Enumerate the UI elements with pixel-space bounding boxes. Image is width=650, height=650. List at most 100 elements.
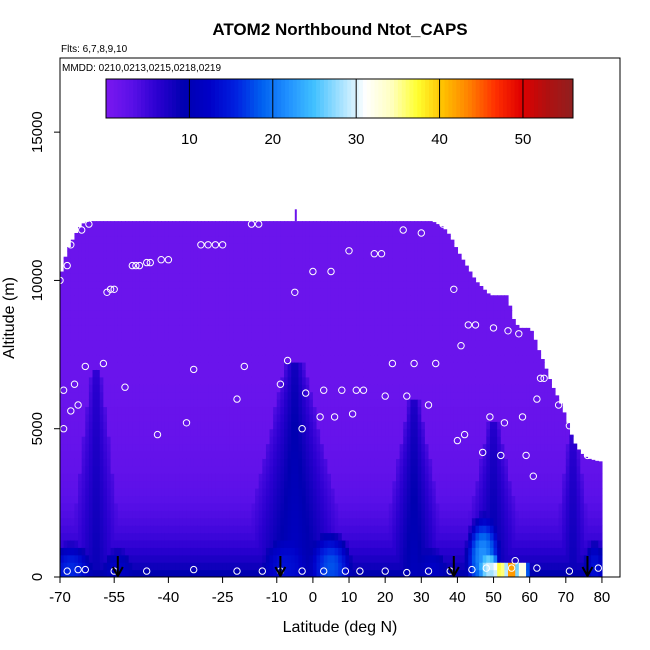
heatmap-cell bbox=[421, 495, 426, 504]
heatmap-cell bbox=[240, 532, 245, 541]
heatmap-cell bbox=[99, 287, 104, 296]
heatmap-cell bbox=[244, 273, 249, 282]
heatmap-cell bbox=[251, 399, 256, 408]
heatmap-cell bbox=[417, 502, 422, 511]
heatmap-cell bbox=[359, 250, 365, 259]
heatmap-cell bbox=[302, 480, 307, 489]
heatmap-cell bbox=[88, 539, 94, 548]
heatmap-cell bbox=[385, 339, 390, 348]
heatmap-cell bbox=[374, 287, 379, 296]
heatmap-cell bbox=[74, 295, 79, 304]
heatmap-cell bbox=[135, 399, 141, 408]
heatmap-cell bbox=[262, 354, 267, 363]
heatmap-cell bbox=[370, 413, 375, 422]
heatmap-cell bbox=[363, 510, 368, 519]
heatmap-cell bbox=[81, 443, 86, 452]
heatmap-cell bbox=[208, 295, 213, 304]
heatmap-cell bbox=[247, 554, 253, 563]
heatmap-cell bbox=[164, 250, 169, 259]
heatmap-cell bbox=[121, 539, 126, 548]
heatmap-cell bbox=[338, 317, 343, 326]
heatmap-cell bbox=[309, 287, 314, 296]
heatmap-cell bbox=[359, 221, 365, 230]
heatmap-cell bbox=[432, 399, 437, 408]
heatmap-cell bbox=[417, 554, 422, 563]
heatmap-cell bbox=[150, 495, 155, 504]
heatmap-cell bbox=[121, 243, 126, 252]
heatmap-cell bbox=[193, 361, 198, 370]
heatmap-cell bbox=[103, 539, 108, 548]
heatmap-cell bbox=[247, 465, 253, 474]
heatmap-cell bbox=[255, 280, 260, 289]
heatmap-cell bbox=[302, 258, 307, 267]
heatmap-cell bbox=[172, 547, 177, 556]
heatmap-cell bbox=[168, 221, 173, 230]
heatmap-cell bbox=[291, 310, 296, 319]
heatmap-cell bbox=[168, 369, 173, 378]
heatmap-cell bbox=[367, 399, 372, 408]
heatmap-cell bbox=[258, 569, 263, 577]
heatmap-cell bbox=[345, 250, 350, 259]
heatmap-cell bbox=[265, 547, 271, 556]
heatmap-cell bbox=[150, 265, 155, 274]
heatmap-cell bbox=[229, 317, 235, 326]
heatmap-cell bbox=[117, 450, 123, 459]
heatmap-cell bbox=[60, 310, 65, 319]
heatmap-cell bbox=[338, 406, 343, 415]
heatmap-cell bbox=[208, 465, 213, 474]
heatmap-cell bbox=[435, 488, 440, 497]
heatmap-cell bbox=[374, 562, 379, 571]
heatmap-cell bbox=[146, 295, 151, 304]
heatmap-cell bbox=[211, 273, 216, 282]
heatmap-cell bbox=[421, 399, 426, 408]
heatmap-cell bbox=[251, 347, 256, 356]
heatmap-cell bbox=[157, 235, 162, 244]
heatmap-cell bbox=[96, 391, 101, 400]
heatmap-cell bbox=[247, 436, 253, 445]
heatmap-cell bbox=[428, 465, 433, 474]
heatmap-cell bbox=[240, 280, 245, 289]
heatmap-cell bbox=[157, 221, 162, 230]
heatmap-cell bbox=[247, 480, 253, 489]
heatmap-cell bbox=[168, 347, 173, 356]
heatmap-cell bbox=[146, 458, 151, 467]
heatmap-cell bbox=[269, 347, 274, 356]
heatmap-cell bbox=[309, 473, 314, 482]
heatmap-cell bbox=[226, 525, 231, 534]
heatmap-cell bbox=[406, 332, 412, 341]
heatmap-cell bbox=[367, 406, 372, 415]
heatmap-cell bbox=[78, 310, 83, 319]
heatmap-cell bbox=[182, 480, 188, 489]
heatmap-cell bbox=[341, 302, 347, 311]
heatmap-cell bbox=[269, 295, 274, 304]
heatmap-cell bbox=[143, 369, 148, 378]
heatmap-cell bbox=[284, 391, 289, 400]
heatmap-cell bbox=[381, 384, 386, 393]
heatmap-cell bbox=[262, 376, 267, 385]
heatmap-cell bbox=[193, 554, 198, 563]
heatmap-cell bbox=[172, 532, 177, 541]
heatmap-cell bbox=[204, 258, 209, 267]
heatmap-cell bbox=[255, 473, 260, 482]
heatmap-cell bbox=[291, 354, 296, 363]
heatmap-cell bbox=[251, 295, 256, 304]
heatmap-cell bbox=[287, 473, 292, 482]
heatmap-cell bbox=[168, 243, 173, 252]
heatmap-cell bbox=[132, 539, 137, 548]
heatmap-cell bbox=[265, 235, 271, 244]
heatmap-cell bbox=[208, 488, 213, 497]
heatmap-cell bbox=[367, 339, 372, 348]
heatmap-cell bbox=[114, 517, 119, 526]
heatmap-cell bbox=[399, 532, 404, 541]
heatmap-cell bbox=[305, 273, 310, 282]
heatmap-cell bbox=[200, 473, 206, 482]
heatmap-cell bbox=[222, 547, 227, 556]
heatmap-cell bbox=[410, 235, 415, 244]
heatmap-cell bbox=[211, 428, 216, 437]
heatmap-cell bbox=[114, 302, 119, 311]
heatmap-cell bbox=[143, 273, 148, 282]
heatmap-cell bbox=[316, 554, 321, 563]
heatmap-cell bbox=[424, 332, 430, 341]
heatmap-cell bbox=[421, 354, 426, 363]
heatmap-cell bbox=[273, 436, 278, 445]
